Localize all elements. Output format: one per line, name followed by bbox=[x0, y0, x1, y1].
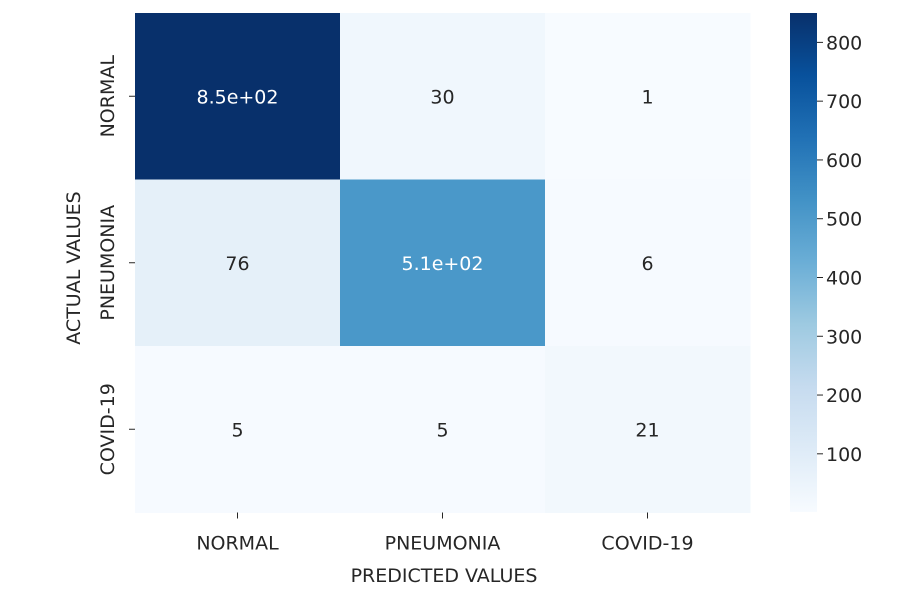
colorbar-tick-label: 800 bbox=[826, 32, 862, 54]
cell-value-label: 21 bbox=[635, 419, 659, 441]
colorbar-tick-label: 100 bbox=[826, 444, 862, 466]
heatmap-cell bbox=[340, 179, 546, 347]
heatmap-cell bbox=[135, 346, 341, 513]
colorbar-tick-label: 600 bbox=[826, 150, 862, 172]
cell-value-label: 76 bbox=[225, 253, 249, 275]
colorbar-tick-label: 300 bbox=[826, 326, 862, 348]
x-axis-label: PREDICTED VALUES bbox=[351, 565, 538, 587]
colorbar bbox=[790, 13, 817, 512]
colorbar-tick-label: 400 bbox=[826, 267, 862, 289]
colorbar-tick-label: 200 bbox=[826, 385, 862, 407]
heatmap-cell bbox=[135, 179, 341, 347]
heatmap-cell bbox=[135, 13, 341, 180]
x-tick-label: PNEUMONIA bbox=[385, 533, 501, 555]
cell-value-label: 30 bbox=[430, 86, 454, 108]
heatmap-cells: 8.5e+02 30 1 76 5.1e+02 6 5 5 21 bbox=[135, 13, 751, 513]
x-tick-label: COVID-19 bbox=[601, 533, 693, 555]
heatmap-cell bbox=[545, 13, 751, 180]
y-tick-label: NORMAL bbox=[97, 55, 119, 138]
heatmap-cell bbox=[340, 13, 546, 180]
colorbar-tick-label: 700 bbox=[826, 91, 862, 113]
y-axis-label: ACTUAL VALUES bbox=[63, 191, 85, 344]
heatmap-cell bbox=[340, 346, 546, 513]
cell-value-label: 5.1e+02 bbox=[401, 253, 483, 275]
y-tick-label: COVID-19 bbox=[97, 383, 119, 475]
cell-value-label: 5 bbox=[436, 419, 448, 441]
cell-value-label: 6 bbox=[641, 253, 653, 275]
x-tick-label: NORMAL bbox=[196, 533, 279, 555]
colorbar-tick-label: 500 bbox=[826, 209, 862, 231]
cell-value-label: 5 bbox=[231, 419, 243, 441]
y-axis-ticks: NORMAL PNEUMONIA COVID-19 bbox=[97, 55, 135, 475]
x-axis-ticks: NORMAL PNEUMONIA COVID-19 bbox=[196, 512, 694, 555]
cell-value-label: 1 bbox=[641, 86, 653, 108]
colorbar-ticks: 100 200 300 400 500 600 700 800 bbox=[817, 32, 862, 466]
heatmap-cell bbox=[545, 346, 751, 513]
cell-value-label: 8.5e+02 bbox=[196, 86, 278, 108]
heatmap-cell bbox=[545, 179, 751, 347]
y-tick-label: PNEUMONIA bbox=[97, 205, 119, 321]
